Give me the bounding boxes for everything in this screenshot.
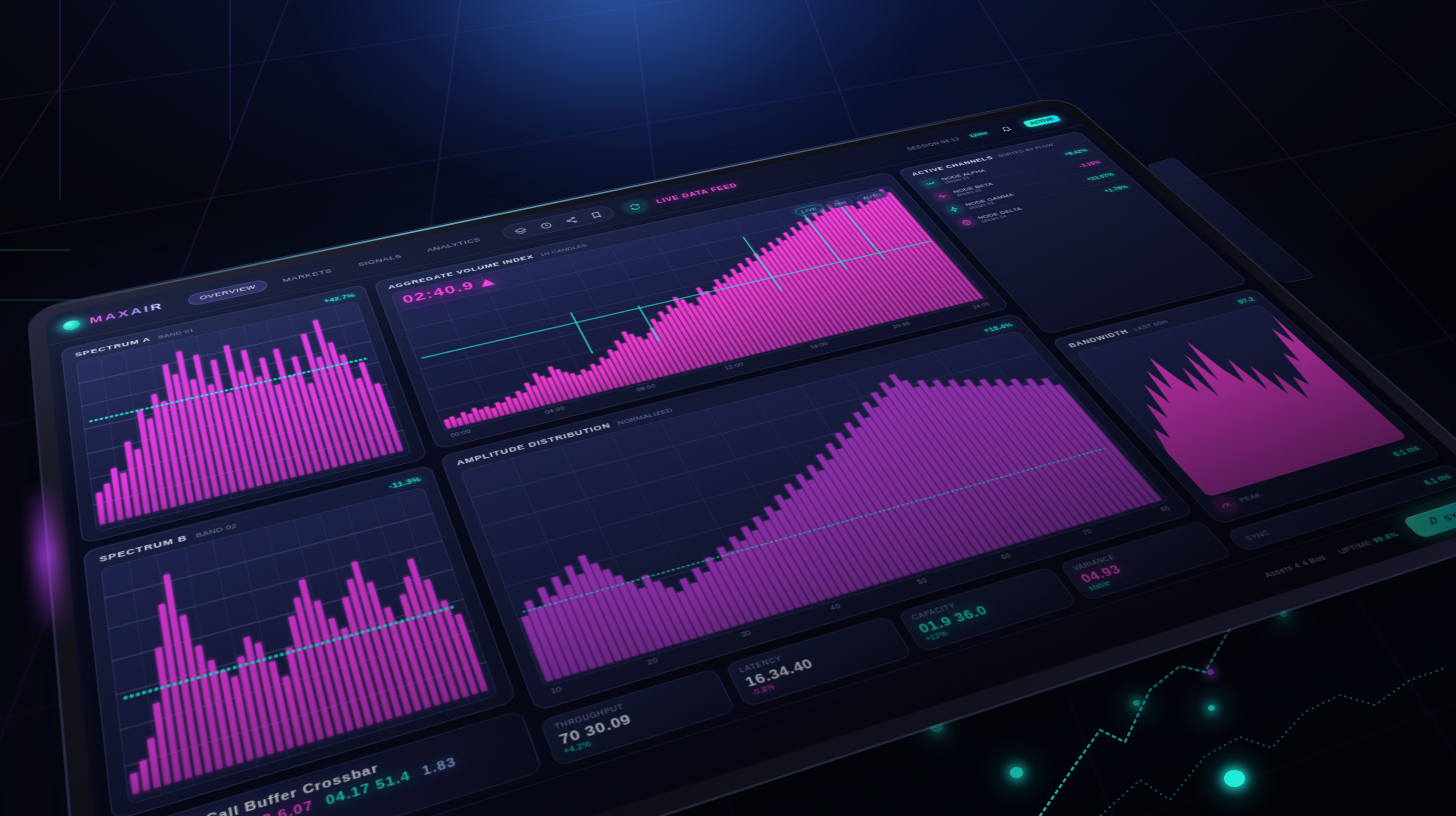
- bolt-icon: [943, 203, 966, 215]
- sync-footer-ms: 6.1 ms: [1421, 471, 1454, 487]
- layers-icon[interactable]: [508, 224, 533, 238]
- sync-footer-value: 6.1 ms: [1389, 443, 1422, 458]
- tablet-screen: MAXAIR OVERVIEW MARKETS SIGNALS ANALYTIC…: [44, 104, 1456, 816]
- bg-node: [1010, 767, 1023, 778]
- share-icon[interactable]: [559, 213, 584, 227]
- target-icon: [955, 216, 978, 229]
- axis-tick: 60: [1000, 552, 1014, 561]
- bandwidth-badge: PEAK: [1236, 490, 1265, 504]
- channel-value: -3.15%: [1076, 159, 1103, 169]
- cta-label: SYNC: [1440, 505, 1456, 523]
- bg-node-violet: [1207, 669, 1214, 675]
- footer-status: Assets 4.4 Bus: [1261, 553, 1329, 580]
- bandwidth-value: 97.2: [1235, 295, 1257, 305]
- rocket-icon: [1423, 515, 1444, 528]
- clock-icon[interactable]: [534, 218, 559, 232]
- notification-icon[interactable]: [994, 123, 1019, 135]
- bookmark-icon[interactable]: [584, 208, 609, 222]
- gauge-icon: [1211, 495, 1241, 514]
- bg-node: [1224, 770, 1245, 787]
- channel-value: +8.42%: [1062, 147, 1089, 157]
- axis-tick: 10: [550, 685, 564, 696]
- tablet-device: MAXAIR OVERVIEW MARKETS SIGNALS ANALYTIC…: [28, 96, 1456, 816]
- session-hint: SESSION 04:12: [905, 136, 961, 152]
- trend-up-icon: [478, 277, 496, 288]
- axis-tick: 50: [916, 577, 930, 587]
- sync-icon[interactable]: [622, 199, 648, 214]
- uptime-block: UPTIME 99.8%: [1335, 530, 1401, 556]
- brand-logo-icon: [62, 318, 81, 332]
- status-badge: ACTIVE: [1021, 114, 1062, 128]
- wave-icon: [920, 178, 942, 189]
- uptime-value: 99.8%: [1369, 529, 1402, 545]
- sync-footer-label: SYNC: [1242, 528, 1272, 543]
- channel-value: +21.07%: [1084, 171, 1116, 182]
- pulse-icon: [931, 190, 953, 202]
- axis-tick: 40: [829, 603, 843, 613]
- bg-node: [1208, 705, 1215, 711]
- axis-tick: 70: [1081, 528, 1095, 537]
- channel-value: +1.78%: [1101, 183, 1130, 194]
- axis-tick: 30: [739, 629, 753, 639]
- axis-tick: 20: [646, 657, 660, 667]
- bg-node: [1133, 700, 1140, 706]
- uptime-label: UPTIME: [1335, 538, 1375, 556]
- latency-label: 12ms: [967, 130, 990, 139]
- axis-tick: 80: [1159, 505, 1173, 514]
- bg-node: [1280, 611, 1287, 617]
- device-edge-glow: [30, 479, 65, 638]
